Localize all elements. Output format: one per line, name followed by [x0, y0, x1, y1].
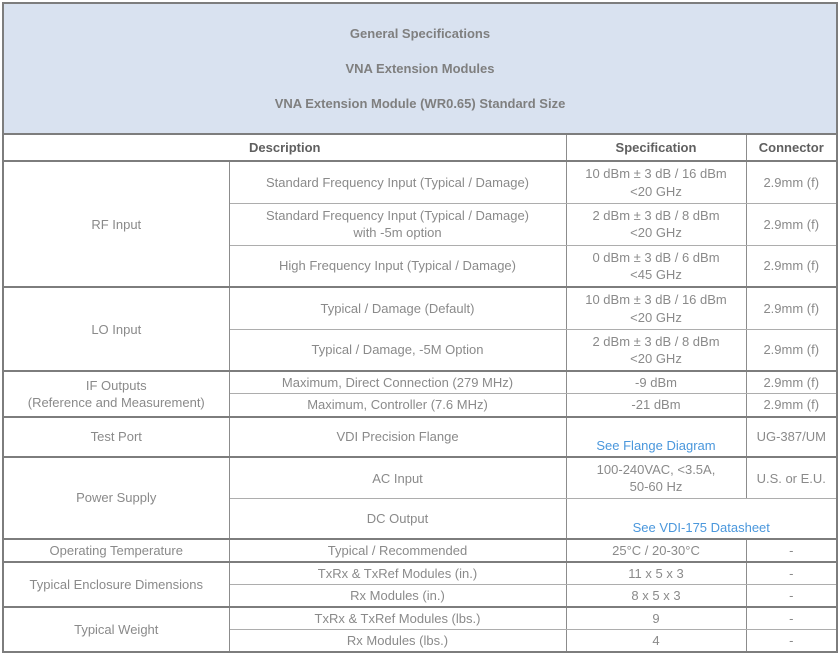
table-title-block: General Specifications VNA Extension Mod…	[2, 1, 838, 136]
group-label-if-outputs: IF Outputs (Reference and Measurement)	[2, 370, 230, 418]
spec-cell: 25°C / 20-30°C	[565, 537, 747, 563]
spec-cell: 10 dBm ± 3 dB / 16 dBm <20 GHz	[565, 286, 747, 330]
spec-cell: See VDI-175 Datasheet	[565, 498, 838, 540]
desc-cell: TxRx & TxRef Modules (lbs.)	[228, 606, 567, 631]
desc-cell: Typical / Damage, -5M Option	[228, 328, 567, 372]
connector-cell: 2.9mm (f)	[745, 328, 838, 372]
spec-cell: 4	[565, 629, 747, 653]
spec-cell: 2 dBm ± 3 dB / 8 dBm <20 GHz	[565, 328, 747, 372]
column-header-specification: Specification	[565, 133, 747, 162]
spec-cell: -21 dBm	[565, 393, 747, 418]
connector-cell: 2.9mm (f)	[745, 370, 838, 395]
group-label-power-supply: Power Supply	[2, 455, 230, 540]
desc-cell: AC Input	[228, 455, 567, 500]
connector-cell: 2.9mm (f)	[745, 393, 838, 418]
spec-cell: See Flange Diagram	[565, 415, 747, 458]
connector-cell: 2.9mm (f)	[745, 244, 838, 288]
desc-cell: Maximum, Direct Connection (279 MHz)	[228, 370, 567, 395]
connector-cell: 2.9mm (f)	[745, 160, 838, 204]
vdi-175-datasheet-link[interactable]: See VDI-175 Datasheet	[632, 519, 770, 535]
spec-cell: -9 dBm	[565, 370, 747, 395]
desc-cell: TxRx & TxRef Modules (in.)	[228, 560, 567, 586]
connector-cell: -	[745, 629, 838, 653]
connector-cell: -	[745, 560, 838, 586]
spec-cell: 9	[565, 606, 747, 631]
group-label-lo-input: LO Input	[2, 286, 230, 372]
desc-cell: High Frequency Input (Typical / Damage)	[228, 244, 567, 288]
desc-cell: Standard Frequency Input (Typical / Dama…	[228, 160, 567, 204]
connector-cell: U.S. or E.U.	[745, 455, 838, 500]
spec-cell: 8 x 5 x 3	[565, 584, 747, 608]
column-header-connector: Connector	[745, 133, 838, 162]
connector-cell: -	[745, 606, 838, 631]
desc-cell: Typical / Damage (Default)	[228, 286, 567, 330]
spec-cell: 10 dBm ± 3 dB / 16 dBm <20 GHz	[565, 160, 747, 204]
desc-cell: Maximum, Controller (7.6 MHz)	[228, 393, 567, 418]
desc-cell: Rx Modules (lbs.)	[228, 629, 567, 653]
desc-cell: VDI Precision Flange	[228, 415, 567, 458]
group-label-enclosure-dimensions: Typical Enclosure Dimensions	[2, 560, 230, 608]
group-label-rf-input: RF Input	[2, 160, 230, 288]
title-line-3: VNA Extension Module (WR0.65) Standard S…	[274, 95, 566, 111]
title-line-2: VNA Extension Modules	[345, 60, 495, 76]
group-label-test-port: Test Port	[2, 415, 230, 458]
connector-cell: 2.9mm (f)	[745, 202, 838, 246]
desc-cell: DC Output	[228, 498, 567, 540]
group-label-typical-weight: Typical Weight	[2, 606, 230, 653]
connector-cell: -	[745, 537, 838, 563]
connector-cell: -	[745, 584, 838, 608]
spec-cell: 0 dBm ± 3 dB / 6 dBm <45 GHz	[565, 244, 747, 288]
column-header-description: Description	[2, 133, 567, 162]
connector-cell: UG-387/UM	[745, 415, 838, 458]
desc-cell: Rx Modules (in.)	[228, 584, 567, 608]
desc-cell: Standard Frequency Input (Typical / Dama…	[228, 202, 567, 246]
spec-cell: 100-240VAC, <3.5A, 50-60 Hz	[565, 455, 747, 500]
flange-diagram-link[interactable]: See Flange Diagram	[596, 437, 716, 453]
desc-cell: Typical / Recommended	[228, 537, 567, 563]
spec-cell: 11 x 5 x 3	[565, 560, 747, 586]
spec-cell: 2 dBm ± 3 dB / 8 dBm <20 GHz	[565, 202, 747, 246]
group-label-operating-temperature: Operating Temperature	[2, 537, 230, 563]
connector-cell: 2.9mm (f)	[745, 286, 838, 330]
title-line-1: General Specifications	[349, 26, 491, 42]
